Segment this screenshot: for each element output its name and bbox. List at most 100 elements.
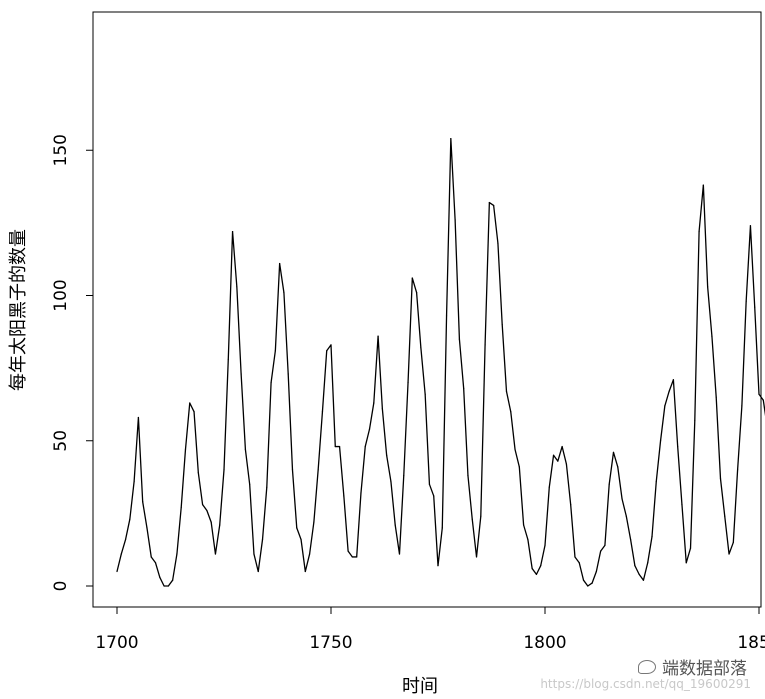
data-point [154, 562, 157, 564]
data-point [655, 480, 657, 483]
data-point [574, 556, 576, 558]
data-point [711, 335, 713, 337]
sunspot-series-line [116, 137, 765, 587]
data-point [754, 306, 756, 308]
data-point [291, 469, 294, 471]
data-point [685, 562, 687, 564]
data-point [390, 480, 392, 483]
data-point [283, 292, 285, 294]
data-point [184, 448, 187, 451]
data-point [416, 292, 418, 294]
data-point [488, 201, 490, 204]
data-point [608, 483, 610, 485]
watermark-url: https://blog.csdn.net/qq_19600291 [540, 677, 751, 691]
data-point [565, 463, 568, 465]
data-point [368, 428, 371, 430]
data-point [604, 544, 606, 546]
data-point [651, 536, 653, 538]
data-point [137, 416, 139, 419]
x-tick: 1700 [95, 607, 139, 653]
data-point [351, 556, 353, 558]
y-tick-label: 0 [51, 581, 71, 592]
data-point [595, 570, 597, 573]
data-point [497, 242, 499, 244]
data-point [274, 350, 276, 352]
series-points [116, 138, 764, 587]
data-point [189, 402, 191, 404]
data-point [202, 504, 204, 506]
data-point [428, 483, 431, 485]
data-point [287, 373, 289, 375]
data-point [570, 504, 572, 506]
data-point [467, 475, 469, 477]
watermark-text: 端数据部落 [662, 659, 747, 679]
data-point [279, 262, 281, 265]
data-point [270, 382, 272, 384]
data-point [762, 399, 764, 401]
data-point [480, 515, 482, 517]
data-point [454, 219, 456, 221]
y-tick-label: 100 [51, 279, 71, 311]
x-tick-label: 1750 [309, 633, 352, 653]
data-point [244, 448, 246, 451]
data-point [587, 585, 589, 587]
data-point [424, 393, 426, 395]
data-point [304, 570, 306, 573]
wechat-icon [638, 659, 656, 674]
x-tick: 1750 [309, 607, 353, 653]
data-point [300, 538, 302, 541]
data-point [150, 556, 152, 558]
watermark: 端数据部落 [638, 654, 747, 679]
data-point [313, 521, 315, 523]
data-point [484, 344, 486, 346]
data-point [531, 567, 533, 570]
data-point [552, 454, 555, 456]
data-point [471, 518, 473, 520]
data-point [745, 300, 747, 302]
data-point [172, 579, 174, 581]
data-point [612, 451, 615, 453]
data-point [625, 515, 627, 517]
data-point [334, 445, 336, 448]
data-point [249, 483, 251, 485]
data-point [578, 562, 580, 564]
data-point [638, 573, 640, 575]
data-point [514, 448, 516, 451]
data-point [433, 495, 435, 497]
y-tick: 50 [51, 430, 93, 452]
data-point [377, 335, 379, 337]
data-point [159, 576, 161, 578]
data-point [257, 570, 259, 573]
data-point [403, 475, 405, 477]
data-point [180, 506, 182, 509]
data-point [437, 565, 439, 567]
data-point [702, 184, 704, 186]
data-point [664, 405, 666, 407]
data-point [659, 440, 662, 442]
data-point [668, 390, 670, 392]
data-point [364, 445, 366, 448]
data-point [360, 492, 362, 494]
y-tick: 150 [51, 134, 93, 166]
data-point [398, 553, 401, 555]
y-ticks: 0 50 100 150 [51, 134, 93, 591]
data-point [129, 518, 131, 520]
data-point [120, 553, 122, 555]
data-point [193, 411, 195, 413]
data-point [394, 524, 396, 526]
data-point [261, 538, 264, 541]
data-point [142, 501, 144, 503]
data-point [548, 486, 550, 488]
data-point [540, 565, 542, 567]
data-point [698, 230, 700, 233]
data-point [223, 469, 225, 471]
data-point [343, 495, 345, 497]
data-point [510, 411, 512, 413]
data-point [266, 486, 268, 488]
data-point [732, 541, 734, 544]
data-point [381, 408, 383, 410]
y-tick-label: 50 [51, 430, 71, 452]
data-point [493, 204, 495, 207]
data-point [630, 538, 632, 541]
